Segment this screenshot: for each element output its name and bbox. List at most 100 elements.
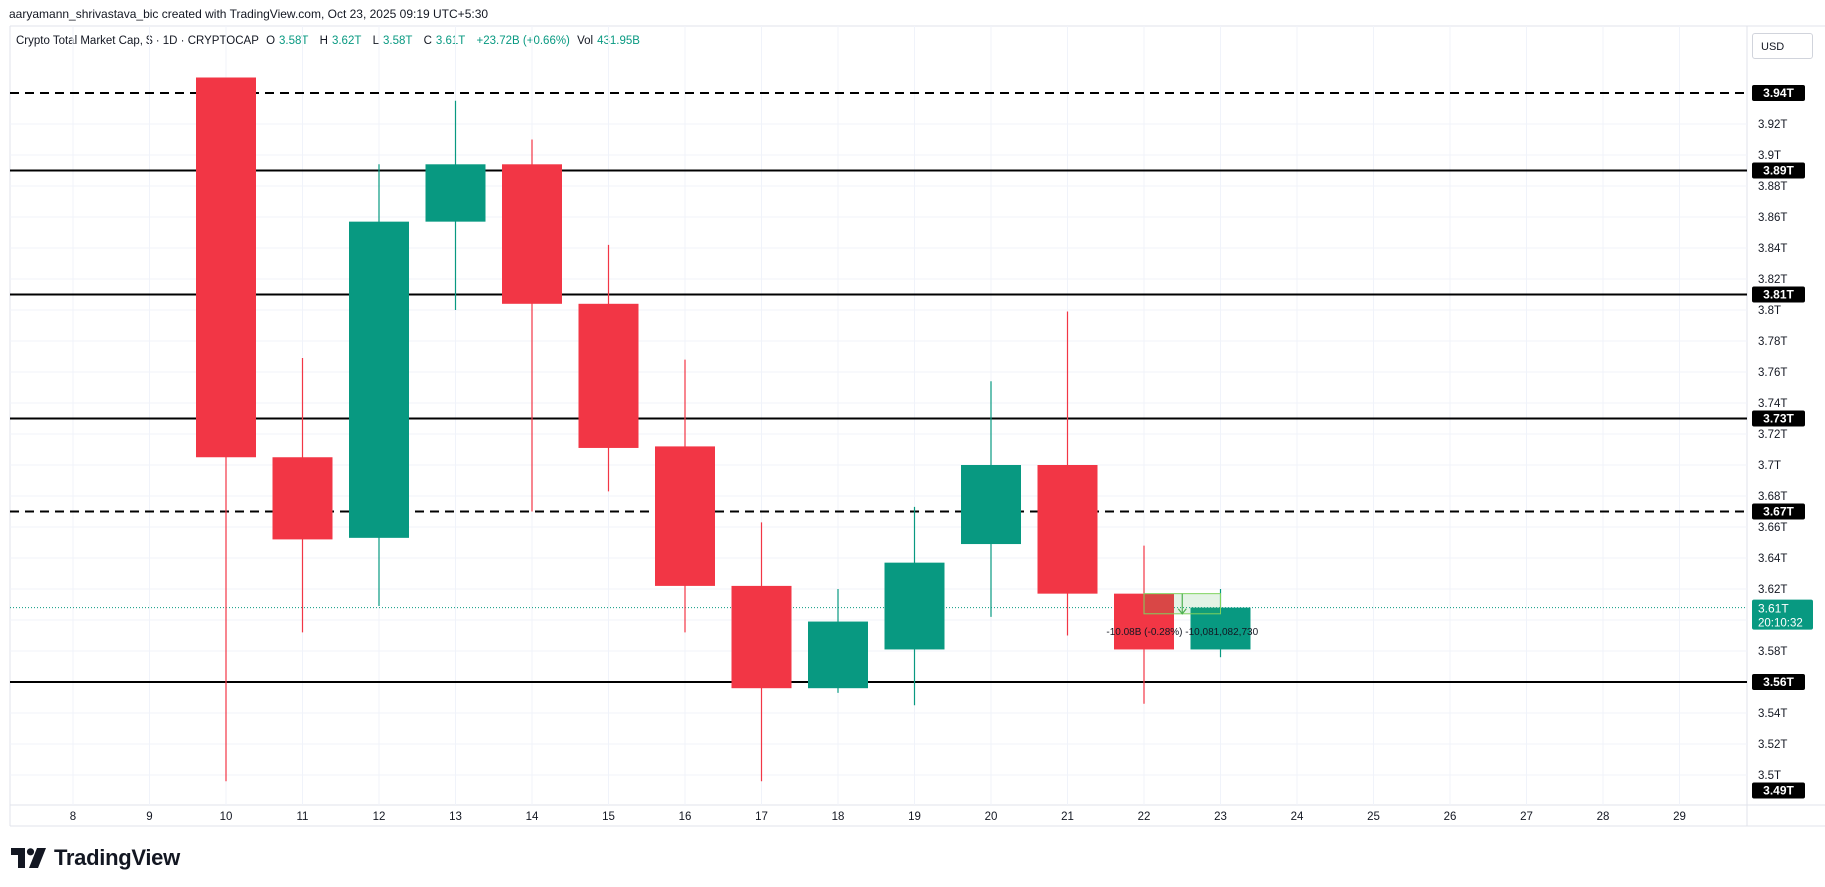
x-tick-label: 8 <box>70 811 76 823</box>
candle-body <box>884 562 945 650</box>
level-label-box <box>1752 286 1805 303</box>
y-tick-label: 3.74T <box>1758 398 1787 410</box>
y-tick-label: 3.7T <box>1758 460 1781 472</box>
x-tick-label: 23 <box>1214 811 1227 823</box>
level-label: 3.89T <box>1763 164 1794 178</box>
high-value: 3.62T <box>331 35 362 47</box>
level-label-box <box>1752 162 1805 179</box>
candle-body <box>731 585 792 689</box>
x-tick-label: 20 <box>985 811 998 823</box>
y-tick-label: 3.86T <box>1758 212 1787 224</box>
chart-caption: aaryamann_shrivastava_bic created with T… <box>9 7 489 21</box>
x-tick-label: 25 <box>1367 811 1380 823</box>
level-label: 3.73T <box>1763 412 1794 426</box>
y-tick-label: 3.72T <box>1758 429 1787 441</box>
x-tick-label: 16 <box>679 811 692 823</box>
x-tick-label: 24 <box>1291 811 1304 823</box>
grid <box>9 25 1825 827</box>
y-tick-label: 3.82T <box>1758 274 1787 286</box>
x-tick-label: 9 <box>146 811 152 823</box>
close-label: C <box>423 35 432 47</box>
open-label: O <box>266 35 276 47</box>
y-tick-label: 3.58T <box>1758 646 1787 658</box>
x-tick-label: 12 <box>373 811 386 823</box>
volume: Vol 431.95B <box>577 35 644 47</box>
candles <box>196 77 1251 782</box>
candle-body <box>196 77 256 458</box>
x-tick-label: 15 <box>602 811 615 823</box>
y-tick-label: 3.52T <box>1758 739 1787 751</box>
candle-body <box>349 221 409 538</box>
measure-arrow-head <box>1177 608 1187 615</box>
last-price-box <box>1752 599 1813 630</box>
level-label: 3.67T <box>1763 505 1794 519</box>
level-label-box <box>1752 85 1805 101</box>
last-price-label: 3.61T <box>1758 602 1789 616</box>
y-tick-label: 3.66T <box>1758 522 1787 534</box>
level-label: 3.94T <box>1763 86 1794 100</box>
y-tick-label: 3.62T <box>1758 584 1787 596</box>
x-tick-label: 13 <box>449 811 462 823</box>
y-tick-label: 3.92T <box>1758 119 1787 131</box>
low-label: L <box>372 35 379 47</box>
x-tick-label: 18 <box>832 811 845 823</box>
candle-body <box>272 457 333 540</box>
ohlc-open: O 3.58T <box>266 35 312 47</box>
open-value: 3.58T <box>279 35 309 47</box>
y-tick-label: 3.9T <box>1758 150 1781 162</box>
x-tick-label: 11 <box>297 811 309 823</box>
measure-annotation: -10.08B (-0.28%) -10,081,082,730 <box>1106 593 1259 638</box>
level-label-box <box>1752 674 1805 690</box>
x-tick-label: 22 <box>1138 811 1151 823</box>
y-tick-label: 3.54T <box>1758 708 1787 720</box>
x-tick-label: 10 <box>220 811 233 823</box>
ohlc-high: H 3.62T <box>320 35 366 47</box>
brand-name: TradingView <box>54 845 180 870</box>
y-tick-label: 3.76T <box>1758 367 1787 379</box>
currency-button[interactable]: USD <box>1752 33 1813 59</box>
change-value: +23.72B (+0.66%) <box>476 35 570 47</box>
time-axis: 8 9 10 11 12 13 14 15 16 17 18 19 20 21 22 23 24 25 26 27 28… <box>70 811 1686 823</box>
close-value: 3.61T <box>435 35 466 47</box>
volume-value: 431.95B <box>597 35 640 47</box>
low-value: 3.58T <box>382 35 413 47</box>
y-tick-label: 3.64T <box>1758 553 1787 565</box>
candle-body <box>655 446 715 586</box>
x-tick-label: 29 <box>1673 811 1686 823</box>
volume-label: Vol <box>577 35 594 47</box>
candle-body <box>1037 465 1098 594</box>
level-label-box <box>1752 503 1805 520</box>
candle-body <box>961 465 1021 545</box>
x-tick-label: 14 <box>526 811 539 823</box>
candle-body <box>502 164 562 304</box>
y-tick-label: 3.8T <box>1758 305 1781 317</box>
low-marker-label: 3.49T <box>1763 784 1794 798</box>
candle-body <box>1190 607 1251 650</box>
candle-body <box>808 621 868 689</box>
candle-body <box>425 164 486 222</box>
tradingview-logo[interactable]: TradingView <box>11 845 180 871</box>
candle-body <box>578 303 639 448</box>
y-tick-label: 3.78T <box>1758 336 1787 348</box>
x-tick-label: 19 <box>908 811 921 823</box>
symbol-title[interactable]: Crypto Total Market Cap, $ · 1D · CRYPTO… <box>16 35 259 47</box>
y-tick-label: 3.88T <box>1758 181 1787 193</box>
x-tick-label: 27 <box>1520 811 1533 823</box>
tradingview-logo-icon <box>11 848 46 868</box>
symbol-legend: Crypto Total Market Cap, $ · 1D · CRYPTO… <box>16 35 648 47</box>
price-axis: 3.92T 3.9T 3.88T 3.86T 3.84T 3.82T 3.8T 3.78T 3.… <box>1752 85 1813 799</box>
y-tick-label: 3.68T <box>1758 491 1787 503</box>
x-tick-label: 26 <box>1444 811 1457 823</box>
y-tick-label: 3.5T <box>1758 770 1781 782</box>
ohlc-low: L 3.58T <box>373 35 417 47</box>
level-label: 3.81T <box>1763 288 1794 302</box>
x-tick-label: 21 <box>1061 811 1074 823</box>
ohlc-close: C 3.61T <box>424 35 470 47</box>
level-label: 3.56T <box>1763 675 1794 689</box>
horizontal-levels <box>10 92 1747 683</box>
high-label: H <box>319 35 328 47</box>
x-tick-label: 28 <box>1597 811 1610 823</box>
countdown-label: 20:10:32 <box>1758 618 1803 630</box>
level-label-box <box>1752 410 1805 427</box>
